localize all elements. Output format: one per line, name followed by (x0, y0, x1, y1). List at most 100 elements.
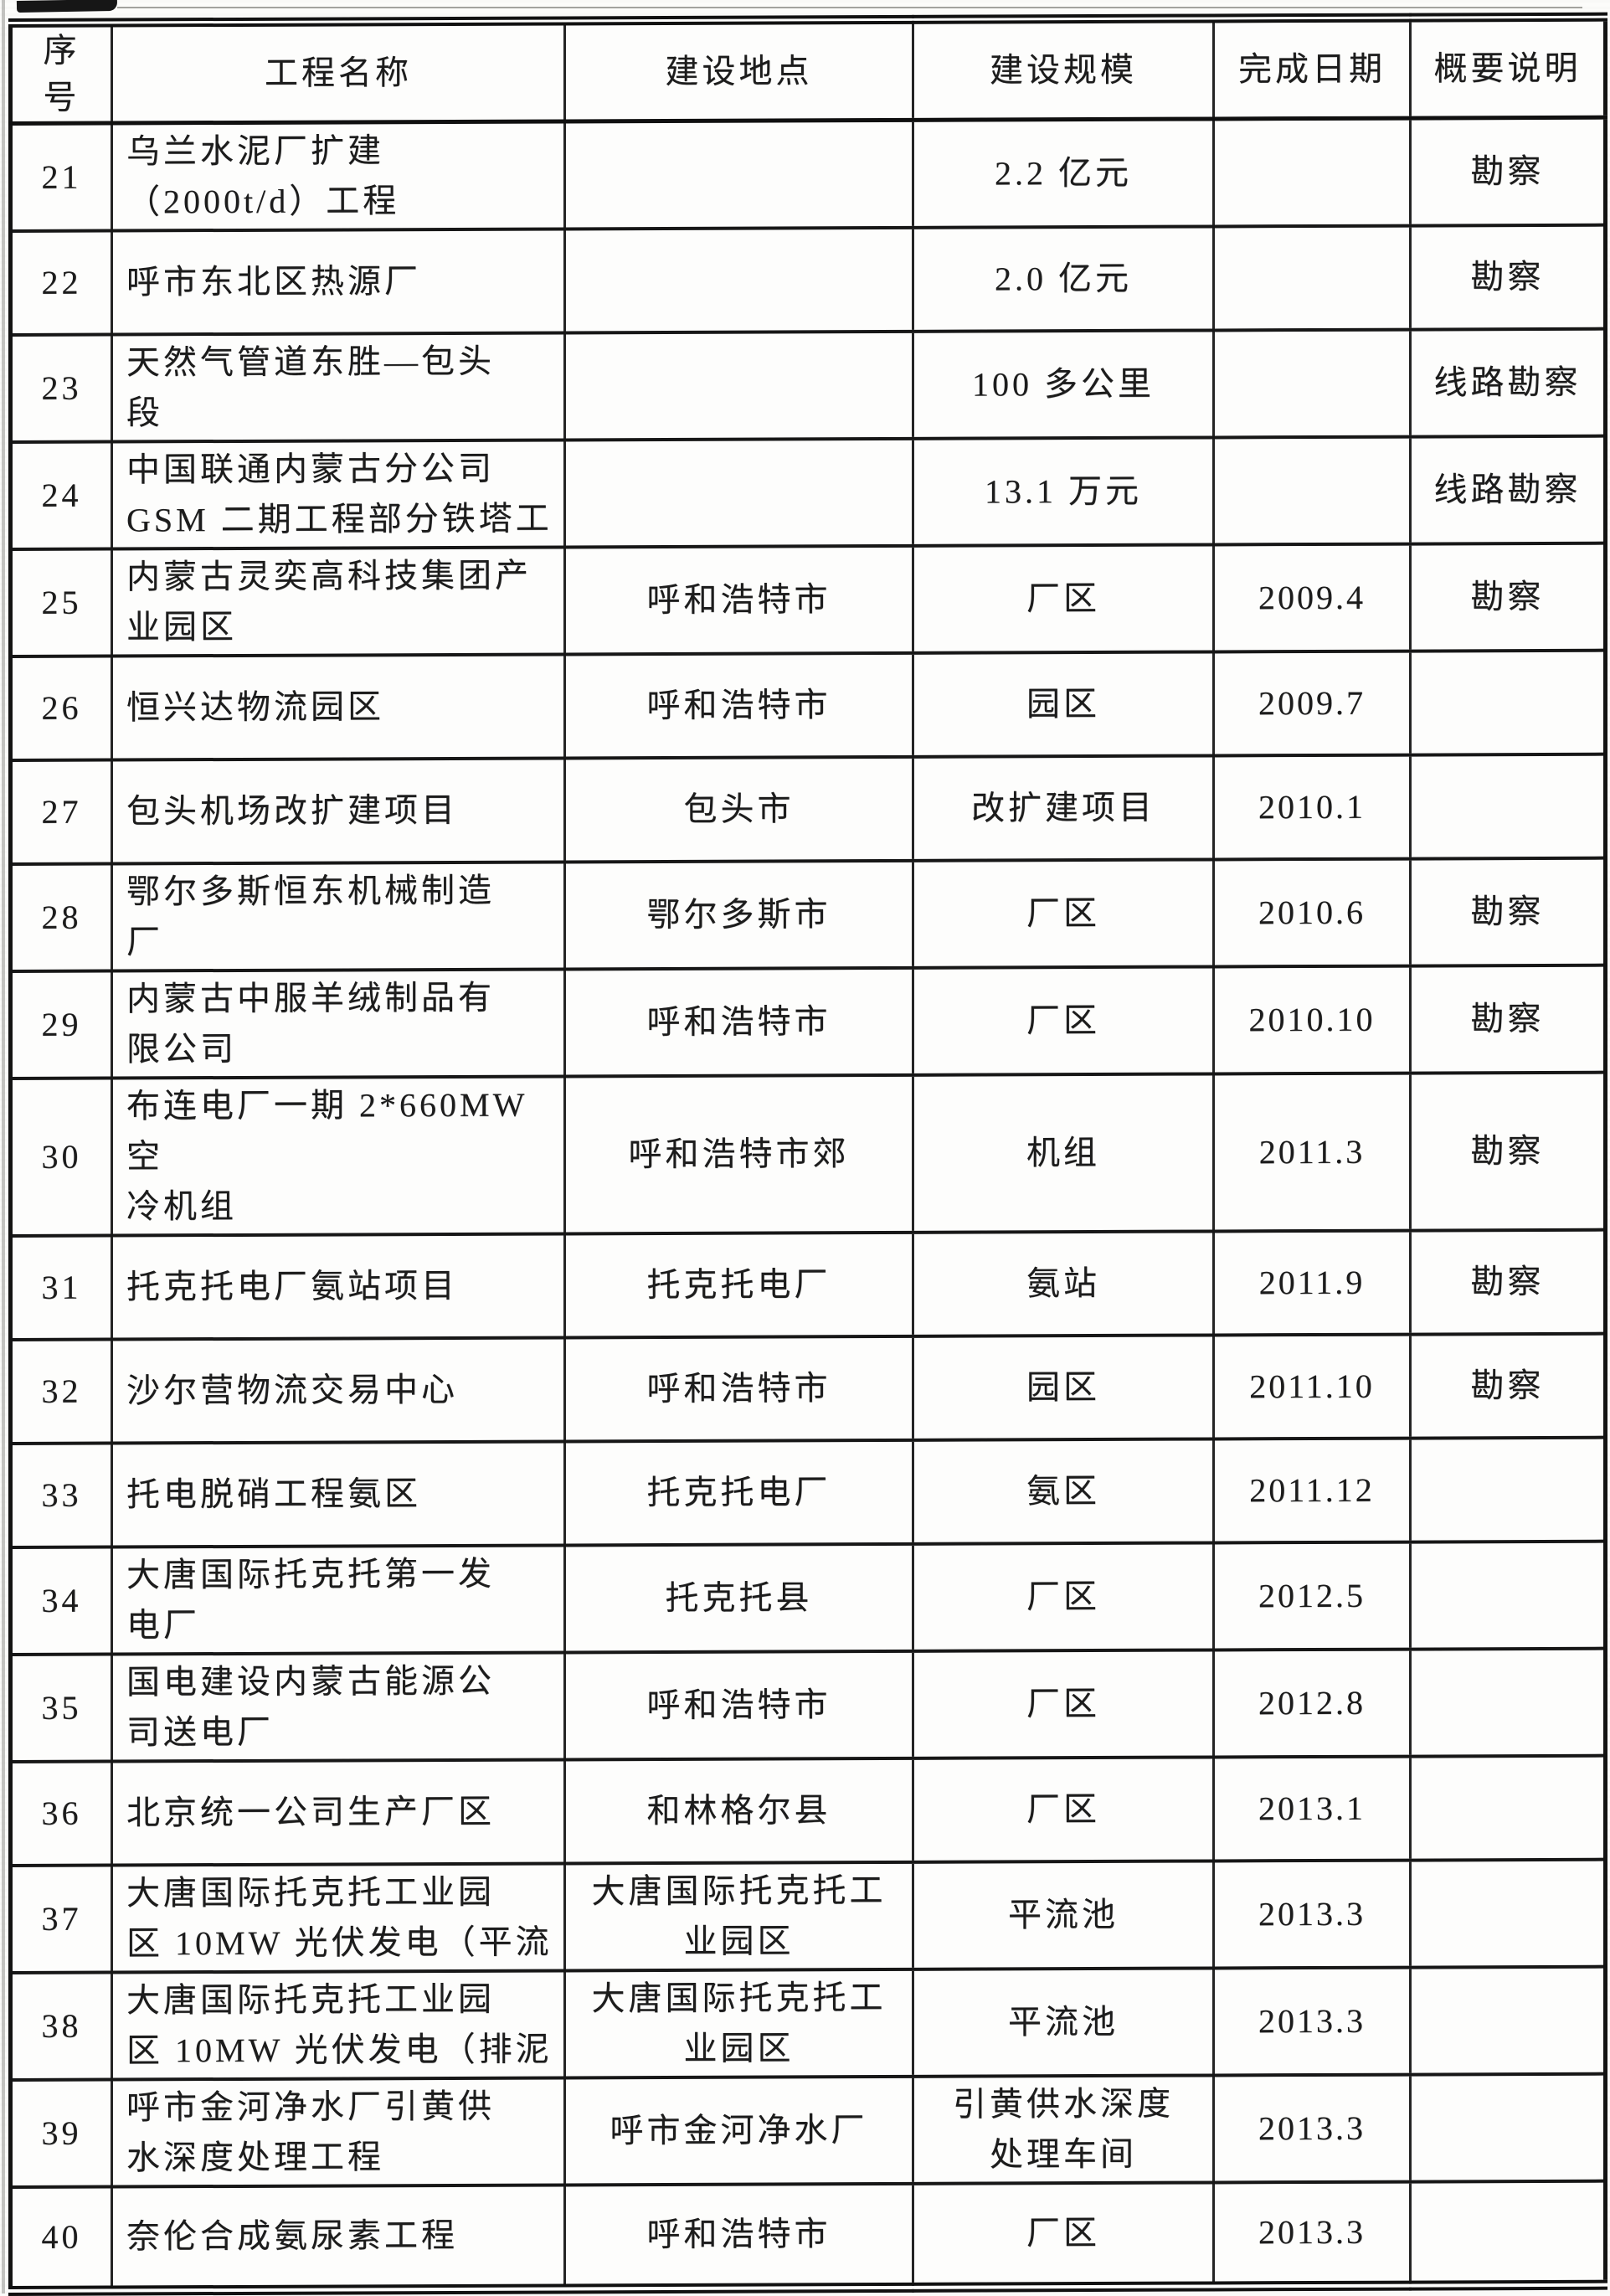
cell-completion-date: 2011.10 (1213, 1334, 1411, 1439)
cell-summary: 线路勘察 (1410, 435, 1606, 544)
cell-summary: 勘察 (1410, 965, 1606, 1073)
cell-location: 大唐国际托克托工 业园区 (564, 1969, 913, 2078)
cell-project-name: 沙尔营物流交易中心 (111, 1337, 565, 1444)
cell-scale: 2.0 亿元 (913, 226, 1214, 332)
cell-location (564, 120, 913, 229)
cell-scale: 氨区 (913, 1439, 1214, 1544)
cell-scale: 园区 (913, 651, 1214, 757)
cell-project-name: 包头机场改扩建项目 (111, 758, 565, 864)
cell-serial-number: 21 (10, 123, 112, 231)
cell-scale: 厂区 (913, 544, 1214, 653)
cell-serial-number: 23 (10, 334, 112, 442)
cell-completion-date: 2010.10 (1213, 965, 1411, 1074)
cell-scale: 机组 (913, 1073, 1214, 1233)
table-row: 24 中国联通内蒙古分公司 GSM 二期工程部分铁塔工 13.1 万元 线路勘察 (10, 435, 1606, 549)
cell-scale: 厂区 (913, 966, 1214, 1075)
cell-summary (1410, 2180, 1606, 2286)
cell-scale: 平流池 (913, 1968, 1214, 2077)
cell-summary (1410, 650, 1606, 755)
cell-serial-number: 26 (10, 656, 112, 760)
table-row: 22 呼市东北区热源厂 2.0 亿元 勘察 (10, 224, 1606, 335)
cell-serial-number: 36 (10, 1761, 112, 1866)
header-row: 序 号 工程名称 建设地点 建设规模 完成日期 概要说明 (10, 17, 1606, 124)
cell-completion-date: 2009.4 (1213, 543, 1411, 652)
cell-serial-number: 39 (10, 2079, 112, 2187)
cell-project-name: 大唐国际托克托工业园 区 10MW 光伏发电（平流 (111, 1863, 565, 1973)
cell-scale: 13.1 万元 (913, 437, 1214, 546)
scan-smudge-artifact (16, 0, 118, 13)
table-row: 23 天然气管道东胜—包头 段 100 多公里 线路勘察 (10, 328, 1606, 442)
cell-scale: 厂区 (913, 1542, 1214, 1651)
table-row: 32 沙尔营物流交易中心 呼和浩特市 园区 2011.10 勘察 (10, 1333, 1606, 1444)
cell-scale: 厂区 (913, 1757, 1214, 1862)
cell-serial-number: 31 (10, 1235, 112, 1340)
cell-completion-date: 2011.12 (1213, 1438, 1411, 1543)
cell-location: 呼和浩特市 (564, 545, 913, 655)
cell-project-name: 大唐国际托克托工业园 区 10MW 光伏发电（排泥 (111, 1970, 565, 2080)
cell-completion-date (1213, 118, 1411, 227)
cell-completion-date: 2013.3 (1213, 1860, 1411, 1969)
table-row: 26 恒兴达物流园区 呼和浩特市 园区 2009.7 (10, 650, 1606, 760)
column-header-serial-number: 序 号 (10, 23, 112, 124)
cell-serial-number: 38 (10, 1972, 112, 2080)
table-row: 36 北京统一公司生产厂区 和林格尔县 厂区 2013.1 (10, 1755, 1606, 1866)
cell-scale: 2.2 亿元 (913, 118, 1214, 228)
cell-location: 托克托县 (564, 1543, 913, 1653)
cell-project-name: 北京统一公司生产厂区 (111, 1759, 565, 1866)
cell-project-name: 恒兴达物流园区 (111, 654, 565, 760)
cell-completion-date: 2010.6 (1213, 858, 1411, 967)
cell-summary (1410, 1541, 1606, 1650)
scan-edge-artifact (2, 0, 5, 2293)
cell-summary (1410, 1755, 1606, 1861)
cell-serial-number: 28 (10, 863, 112, 971)
cell-location (564, 331, 913, 440)
scan-top-line-artifact (117, 7, 1582, 8)
cell-location (564, 438, 913, 548)
cell-summary: 勘察 (1410, 1072, 1606, 1231)
cell-summary (1410, 1648, 1606, 1757)
cell-location: 呼市金河净水厂 (564, 2076, 913, 2185)
cell-summary: 勘察 (1410, 543, 1606, 651)
cell-summary: 勘察 (1410, 1229, 1606, 1335)
cell-serial-number: 22 (10, 230, 112, 335)
cell-location: 托克托电厂 (564, 1232, 913, 1338)
cell-scale: 厂区 (913, 1650, 1214, 1758)
cell-location: 和林格尔县 (564, 1758, 913, 1864)
cell-completion-date: 2013.3 (1213, 2074, 1411, 2183)
cell-serial-number: 25 (10, 548, 112, 656)
cell-completion-date: 2011.3 (1213, 1073, 1411, 1232)
cell-location: 呼和浩特市 (564, 967, 913, 1077)
column-header-completion-date: 完成日期 (1213, 18, 1411, 119)
cell-serial-number: 33 (10, 1443, 112, 1547)
table-row: 27 包头机场改扩建项目 包头市 改扩建项目 2010.1 (10, 754, 1606, 864)
cell-summary: 勘察 (1410, 117, 1606, 226)
cell-summary: 勘察 (1410, 857, 1606, 966)
cell-completion-date: 2013.1 (1213, 1756, 1411, 1861)
cell-completion-date (1213, 329, 1411, 438)
table-row: 37 大唐国际托克托工业园 区 10MW 光伏发电（平流 大唐国际托克托工 业园… (10, 1859, 1606, 1973)
cell-project-name: 大唐国际托克托第一发 电厂 (111, 1545, 565, 1655)
cell-project-name: 内蒙古灵奕高科技集团产 业园区 (111, 547, 565, 656)
table-row: 33 托电脱硝工程氨区 托克托电厂 氨区 2011.12 (10, 1437, 1606, 1547)
cell-project-name: 内蒙古中服羊绒制品有 限公司 (111, 969, 565, 1079)
cell-project-name: 鄂尔多斯恒东机械制造 厂 (111, 862, 565, 971)
cell-location: 鄂尔多斯市 (564, 860, 913, 970)
cell-location: 包头市 (564, 756, 913, 862)
cell-project-name: 天然气管道东胜—包头 段 (111, 332, 565, 442)
cell-serial-number: 24 (10, 441, 112, 549)
cell-scale: 引黄供水深度 处理车间 (913, 2075, 1214, 2184)
cell-location: 呼和浩特市郊 (564, 1074, 913, 1234)
cell-summary (1410, 2073, 1606, 2182)
projects-table: 序 号 工程名称 建设地点 建设规模 完成日期 概要说明 21 乌兰水泥厂扩建 … (8, 12, 1607, 2296)
cell-project-name: 乌兰水泥厂扩建 （2000t/d）工程 (111, 121, 565, 231)
cell-completion-date: 2010.1 (1213, 754, 1411, 860)
cell-location: 托克托电厂 (564, 1439, 913, 1546)
cell-serial-number: 37 (10, 1865, 112, 1973)
table-row: 25 内蒙古灵奕高科技集团产 业园区 呼和浩特市 厂区 2009.4 勘察 (10, 543, 1606, 656)
cell-location: 呼和浩特市 (564, 1650, 913, 1760)
cell-location: 呼和浩特市 (564, 652, 913, 759)
table-row: 38 大唐国际托克托工业园 区 10MW 光伏发电（排泥 大唐国际托克托工 业园… (10, 1966, 1606, 2080)
column-header-location: 建设地点 (564, 19, 913, 121)
cell-serial-number: 27 (10, 759, 112, 864)
cell-location: 呼和浩特市 (564, 1336, 913, 1442)
